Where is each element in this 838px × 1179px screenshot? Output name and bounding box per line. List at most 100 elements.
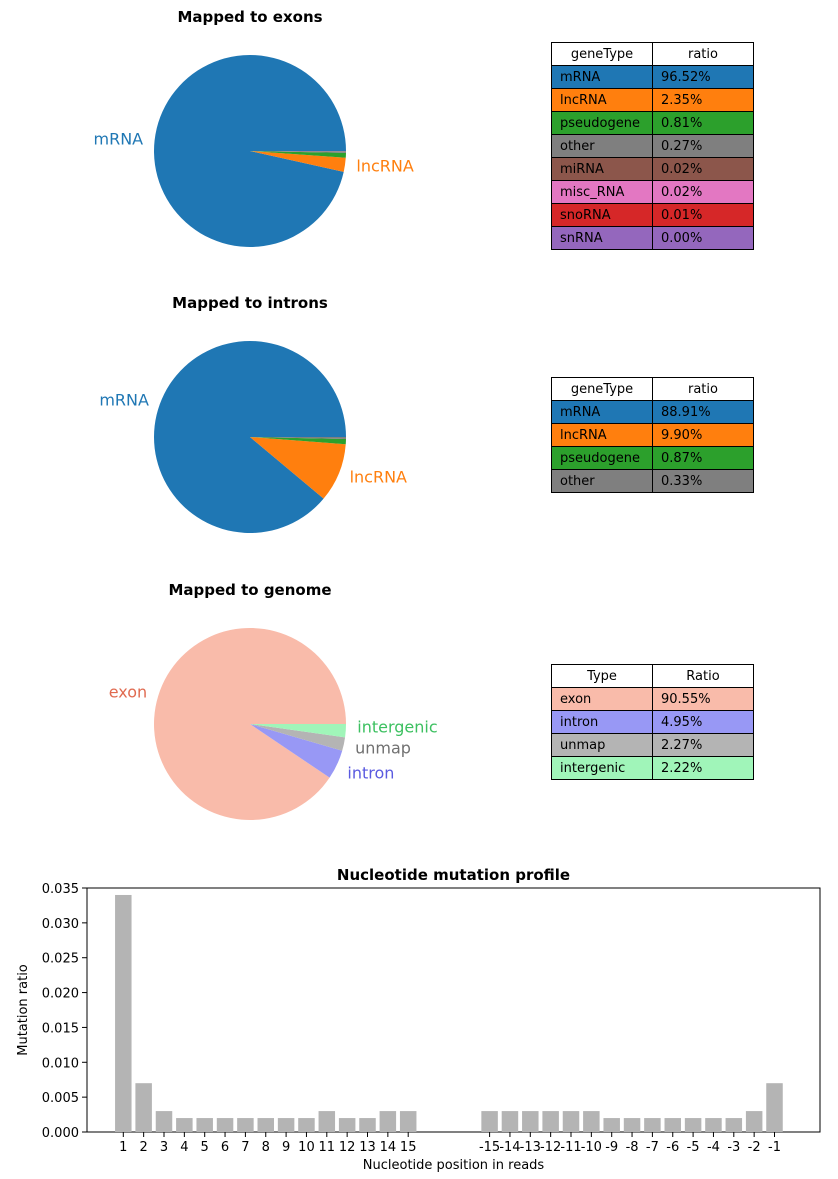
bar-position-10 <box>298 1118 315 1132</box>
table-row: other 0.27% <box>551 134 754 158</box>
y-tick-label: 0.015 <box>42 1021 79 1036</box>
table-cell-type: misc_RNA <box>551 180 653 204</box>
bar-position--7 <box>644 1118 661 1132</box>
bar-position-3 <box>155 1111 173 1132</box>
table-cell-ratio: 0.02% <box>652 180 754 204</box>
table-cell-type: intergenic <box>551 756 653 780</box>
bar-position-15 <box>399 1111 417 1132</box>
table-cell-type: exon <box>551 687 653 711</box>
table-header-row: geneType ratio <box>551 377 754 401</box>
pie-label-exon: exon <box>109 683 147 702</box>
pie-label-mrna: mRNA <box>99 390 149 409</box>
x-tick-label: -15 <box>479 1140 500 1155</box>
x-tick-label: -14 <box>499 1140 520 1155</box>
pie-slice-pseudogene <box>250 151 346 158</box>
bar-position--14 <box>501 1111 519 1132</box>
bar-position-6 <box>216 1118 234 1132</box>
bar-position-14 <box>379 1111 397 1132</box>
bar-position--8 <box>623 1118 641 1132</box>
table-cell-type: lncRNA <box>551 88 653 112</box>
x-tick-label: -10 <box>581 1140 602 1155</box>
table-row: exon 90.55% <box>551 687 754 711</box>
x-tick-label: 10 <box>298 1140 315 1155</box>
x-tick-label: 2 <box>140 1140 148 1155</box>
table-row: mRNA 88.91% <box>551 400 754 424</box>
x-tick-label: -9 <box>605 1140 618 1155</box>
table-row: pseudogene 0.81% <box>551 111 754 135</box>
x-tick-label: -1 <box>768 1140 781 1155</box>
y-tick-label: 0.030 <box>42 917 79 932</box>
table-row: intergenic 2.22% <box>551 756 754 780</box>
x-tick-label: 4 <box>180 1140 188 1155</box>
table-cell-ratio: 2.27% <box>652 733 754 757</box>
x-tick-label: 8 <box>262 1140 270 1155</box>
bar-position-2 <box>135 1083 152 1132</box>
x-tick-label: -3 <box>727 1140 740 1155</box>
bar-position-1 <box>115 894 132 1132</box>
table-header-cell: geneType <box>551 377 653 401</box>
pie-label-intron: intron <box>347 764 394 783</box>
pie-label-unmap: unmap <box>355 739 411 758</box>
bar-chart-title: Nucleotide mutation profile <box>337 866 570 884</box>
x-tick-label: -12 <box>540 1140 561 1155</box>
table-cell-type: other <box>551 134 653 158</box>
gene-type-table-introns: geneType ratio mRNA 88.91% lncRNA 9.90% pseudo… <box>551 377 754 493</box>
table-cell-ratio: 9.90% <box>652 423 754 447</box>
table-cell-type: miRNA <box>551 157 653 181</box>
bar-position--15 <box>481 1111 498 1132</box>
table-cell-type: pseudogene <box>551 446 653 470</box>
pie-slice-other <box>250 437 346 439</box>
table-row: lncRNA 9.90% <box>551 423 754 447</box>
bar-position--10 <box>583 1111 600 1132</box>
y-tick-label: 0.010 <box>42 1056 79 1071</box>
table-cell-type: lncRNA <box>551 423 653 447</box>
y-tick-label: 0.005 <box>42 1091 79 1106</box>
x-tick-label: 6 <box>221 1140 229 1155</box>
table-header-cell: Ratio <box>652 664 754 688</box>
y-tick-label: 0.025 <box>42 952 79 967</box>
x-tick-label: -7 <box>646 1140 659 1155</box>
table-cell-type: pseudogene <box>551 111 653 135</box>
y-tick-label: 0.020 <box>42 987 79 1002</box>
y-axis-label: Mutation ratio <box>16 964 31 1056</box>
pie-slice-intron <box>250 724 343 778</box>
bar-position--13 <box>522 1111 539 1132</box>
pie-label-intergenic: intergenic <box>357 717 437 736</box>
bar-position-5 <box>196 1118 213 1132</box>
y-tick-label: 0.000 <box>42 1126 79 1141</box>
bar-position--5 <box>684 1118 702 1132</box>
table-row: snoRNA 0.01% <box>551 203 754 227</box>
x-tick-label: 5 <box>201 1140 209 1155</box>
table-cell-ratio: 88.91% <box>652 400 754 424</box>
table-row: other 0.33% <box>551 469 754 493</box>
pie-slice-other <box>250 151 346 153</box>
bar-position-7 <box>237 1118 254 1132</box>
bar-position-4 <box>176 1118 193 1132</box>
table-cell-ratio: 2.35% <box>652 88 754 112</box>
table-row: intron 4.95% <box>551 710 754 734</box>
x-tick-label: -2 <box>748 1140 761 1155</box>
plot-frame <box>86 887 821 1133</box>
bar-position--6 <box>664 1118 681 1132</box>
x-tick-label: 11 <box>319 1140 336 1155</box>
pie-slice-lncrna <box>250 151 346 172</box>
table-row: mRNA 96.52% <box>551 65 754 89</box>
pie-chart-introns: mRNA lncRNA <box>99 341 407 533</box>
bar-position--1 <box>766 1083 783 1132</box>
x-tick-label: 12 <box>339 1140 356 1155</box>
table-header-cell: geneType <box>551 42 653 66</box>
pie-slice-intergenic <box>250 724 346 738</box>
table-header-row: geneType ratio <box>551 42 754 66</box>
x-tick-label: 14 <box>380 1140 397 1155</box>
x-tick-label: -11 <box>560 1140 581 1155</box>
x-tick-label: 9 <box>282 1140 290 1155</box>
table-row: miRNA 0.02% <box>551 157 754 181</box>
bar-position-13 <box>359 1118 376 1132</box>
table-row: pseudogene 0.87% <box>551 446 754 470</box>
x-tick-label: 15 <box>400 1140 417 1155</box>
pie-slice-unmap <box>250 724 346 751</box>
pie-slice-exon <box>154 628 346 821</box>
bar-position-11 <box>318 1111 336 1132</box>
table-cell-type: mRNA <box>551 65 653 89</box>
table-cell-type: other <box>551 469 653 493</box>
